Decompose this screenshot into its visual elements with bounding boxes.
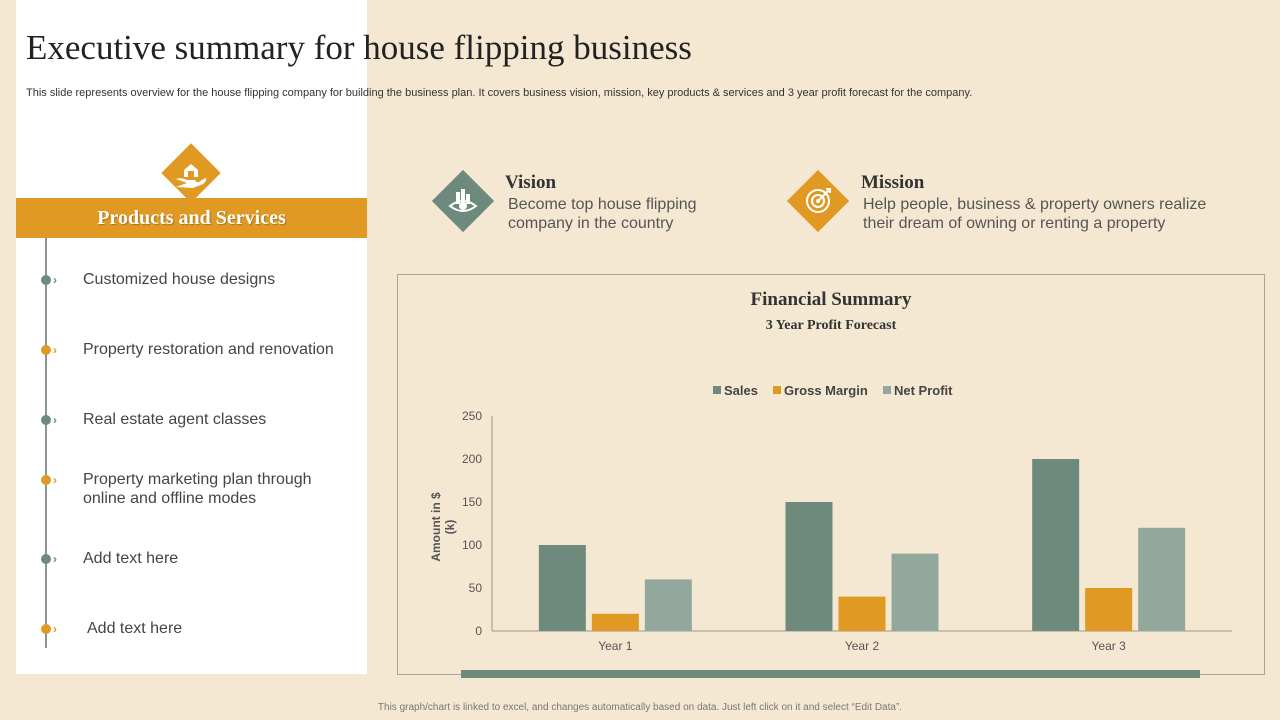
y-tick-label: 0 bbox=[475, 624, 482, 638]
vision-title: Vision bbox=[505, 172, 557, 193]
legend-swatch bbox=[713, 386, 721, 394]
y-tick-label: 250 bbox=[462, 409, 482, 423]
product-item-label: Property restoration and renovation bbox=[83, 341, 334, 358]
bar-gross-margin bbox=[1085, 588, 1133, 631]
product-item-label: Real estate agent classes bbox=[83, 411, 267, 428]
bullet-dot bbox=[41, 475, 51, 485]
product-item-label: Customized house designs bbox=[83, 271, 276, 288]
legend-label: Sales bbox=[724, 383, 758, 398]
y-axis-label: Amount in $(k) bbox=[429, 492, 457, 562]
legend-label: Gross Margin bbox=[784, 383, 868, 398]
products-heading: Products and Services bbox=[16, 198, 367, 238]
bar-gross-margin bbox=[838, 596, 886, 631]
bar-sales bbox=[538, 545, 586, 631]
x-tick-label: Year 3 bbox=[1092, 639, 1127, 653]
chevron-right-icon: › bbox=[53, 622, 57, 636]
y-tick-label: 200 bbox=[462, 452, 482, 466]
bar-net-profit bbox=[644, 579, 692, 631]
x-tick-label: Year 1 bbox=[598, 639, 633, 653]
bullet-dot bbox=[41, 554, 51, 564]
product-item-label: Add text here bbox=[83, 550, 179, 567]
vision-text: Become top house flipping company in the… bbox=[508, 196, 697, 232]
bar-sales bbox=[785, 502, 833, 631]
chevron-right-icon: › bbox=[53, 413, 57, 427]
chart-title: Financial Summary bbox=[750, 289, 912, 310]
y-tick-label: 100 bbox=[462, 538, 482, 552]
chevron-right-icon: › bbox=[53, 552, 57, 566]
legend-label: Net Profit bbox=[894, 383, 953, 398]
y-tick-label: 150 bbox=[462, 495, 482, 509]
target-icon bbox=[806, 188, 831, 213]
hand-house-icon bbox=[176, 164, 207, 188]
bar-net-profit bbox=[1138, 527, 1186, 631]
footer-note: This graph/chart is linked to excel, and… bbox=[377, 702, 903, 713]
page-subtitle: This slide represents overview for the h… bbox=[26, 87, 973, 99]
accent-bar bbox=[461, 670, 1200, 678]
product-item-label: Add text here bbox=[87, 620, 183, 637]
product-item-label: Property marketing plan through online a… bbox=[83, 471, 312, 507]
mission-title: Mission bbox=[861, 172, 925, 193]
chevron-right-icon: › bbox=[53, 473, 57, 487]
legend-swatch bbox=[883, 386, 891, 394]
y-tick-label: 50 bbox=[469, 581, 483, 595]
eye-building-icon bbox=[448, 189, 478, 212]
bullet-dot bbox=[41, 345, 51, 355]
bar-gross-margin bbox=[591, 613, 639, 631]
chart-subtitle: 3 Year Profit Forecast bbox=[765, 318, 897, 333]
page-title: Executive summary for house flipping bus… bbox=[26, 28, 692, 67]
bullet-dot bbox=[41, 275, 51, 285]
products-panel bbox=[16, 0, 367, 674]
legend-swatch bbox=[773, 386, 781, 394]
bullet-dot bbox=[41, 415, 51, 425]
bar-sales bbox=[1032, 459, 1080, 631]
chevron-right-icon: › bbox=[53, 343, 57, 357]
bullet-dot bbox=[41, 624, 51, 634]
x-tick-label: Year 2 bbox=[845, 639, 880, 653]
chevron-right-icon: › bbox=[53, 273, 57, 287]
mission-text: Help people, business & property owners … bbox=[863, 196, 1207, 232]
timeline-line bbox=[45, 238, 47, 648]
bar-net-profit bbox=[891, 553, 939, 631]
